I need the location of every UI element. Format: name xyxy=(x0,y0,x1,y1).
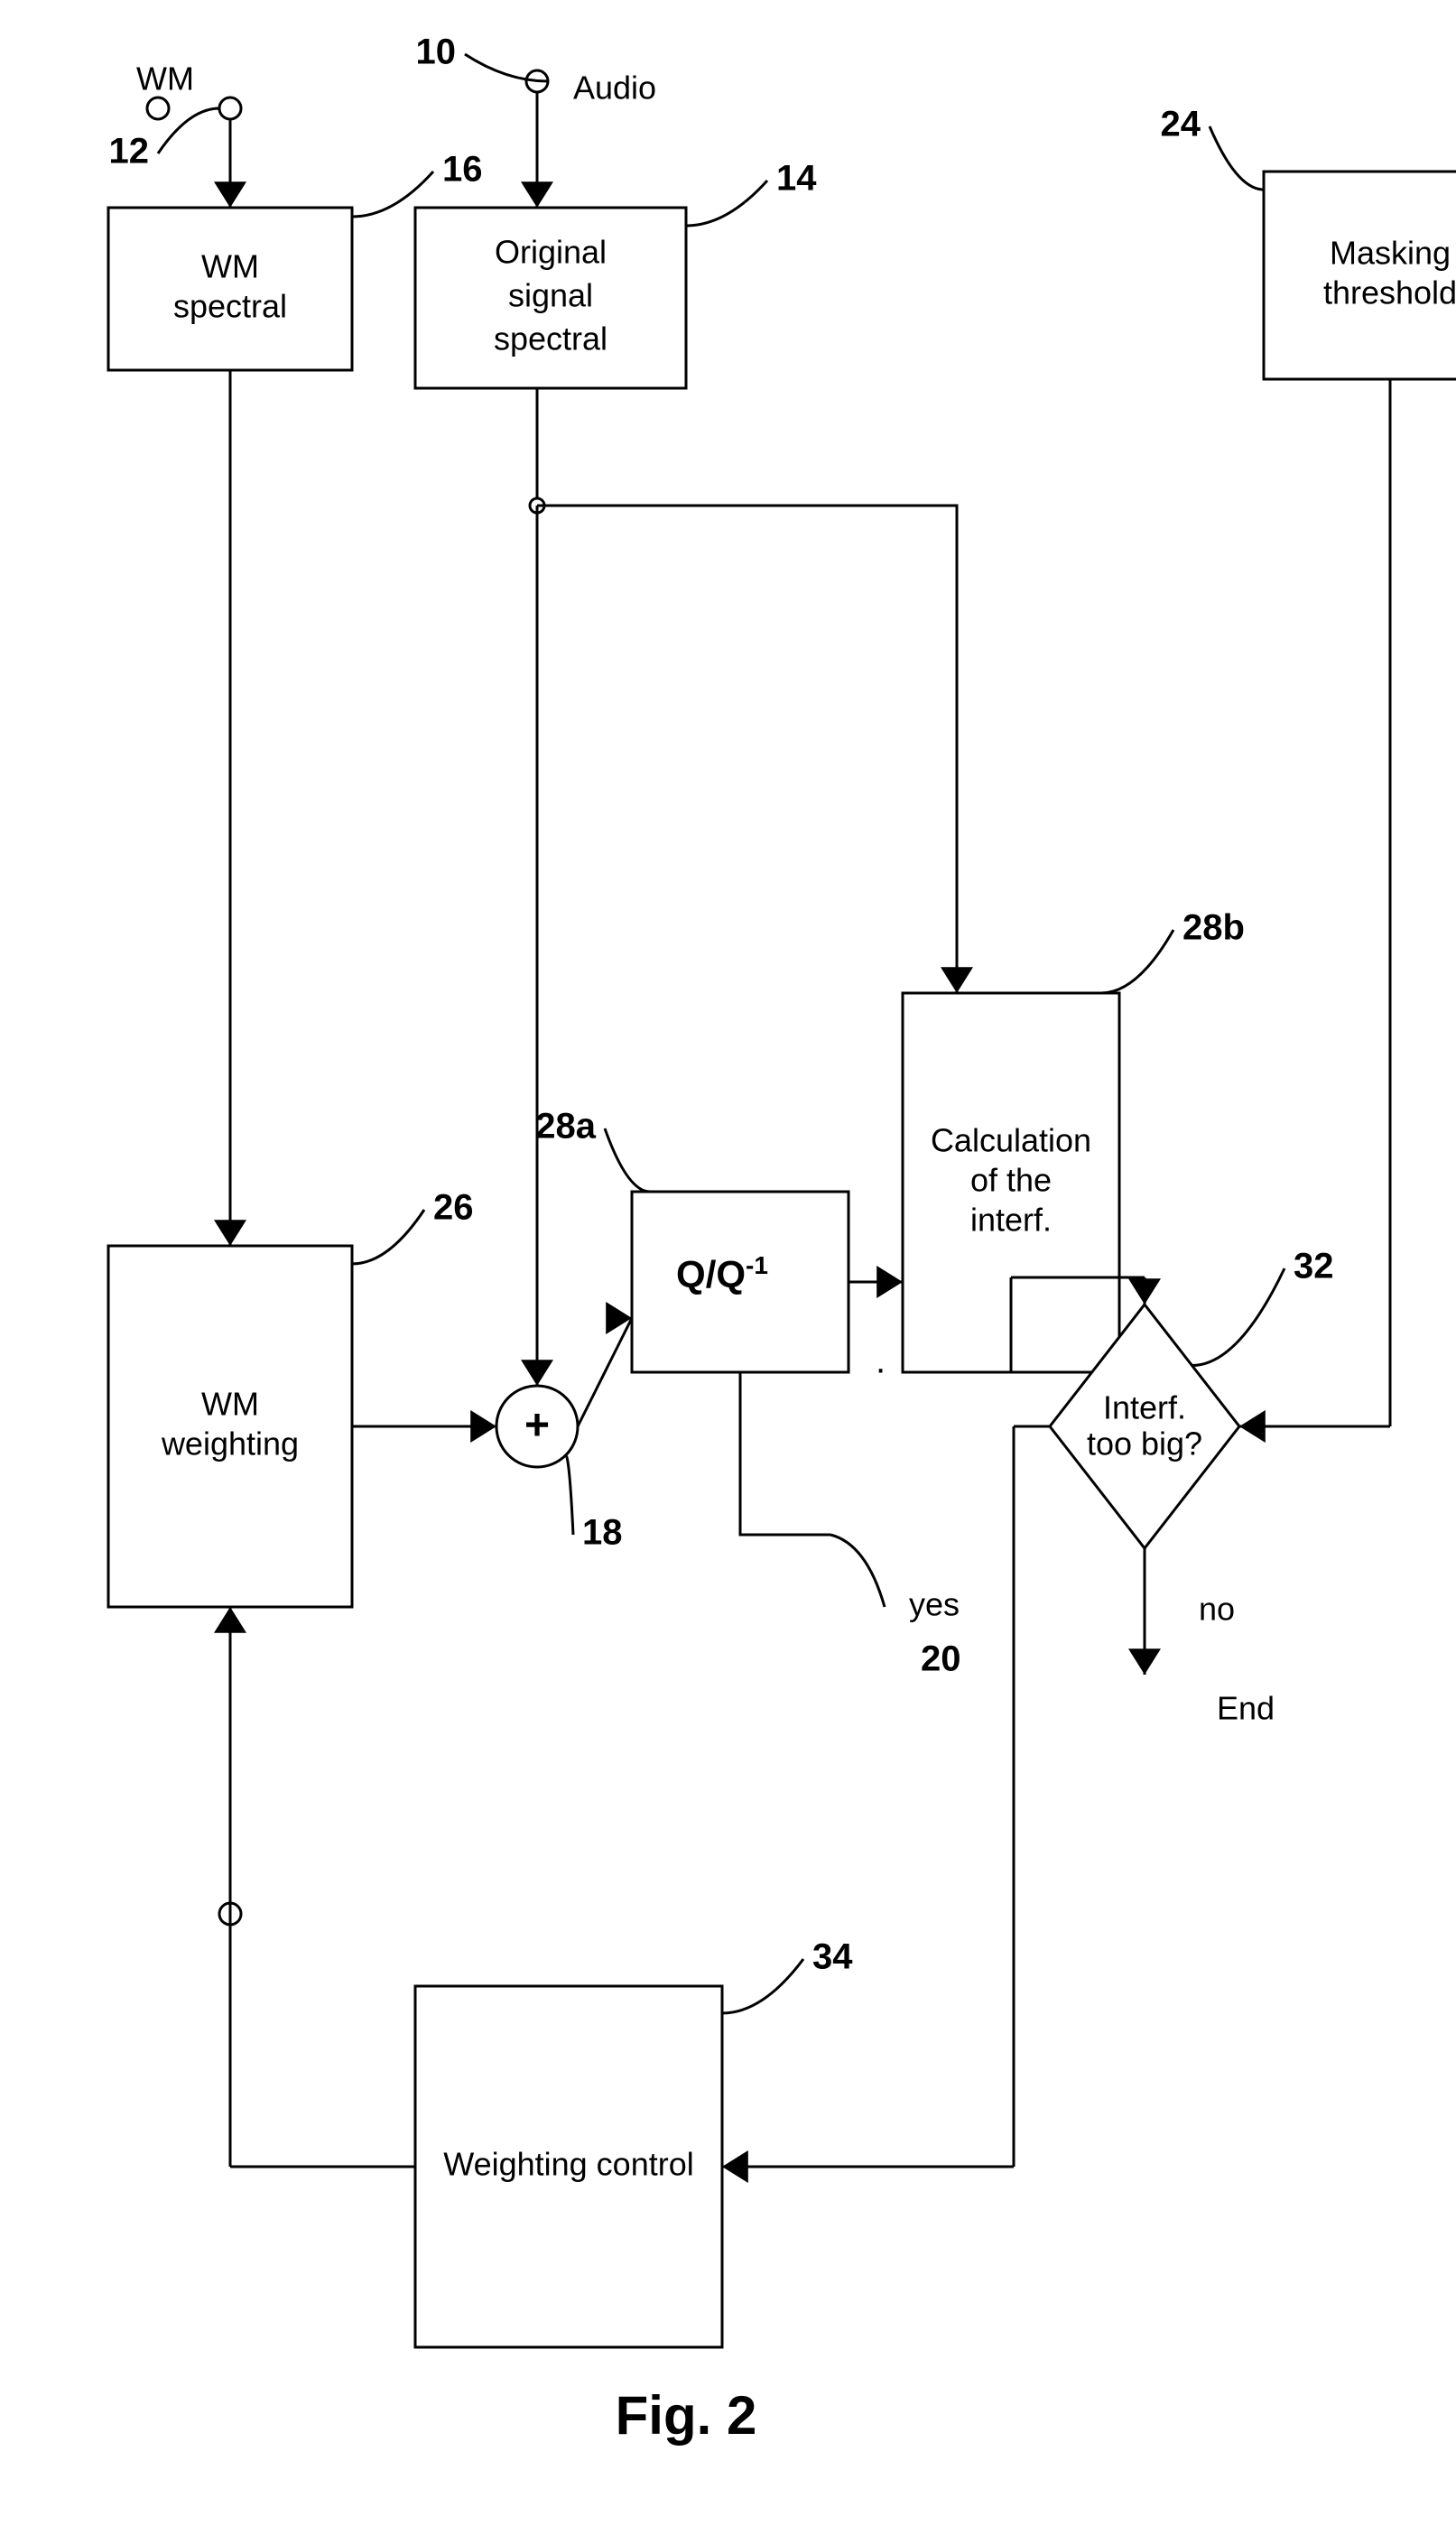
ref-28a: 28a xyxy=(535,1107,596,1147)
calc-line3: interf. xyxy=(970,1202,1052,1239)
ref-12: 12 xyxy=(109,132,150,172)
ref-34: 34 xyxy=(812,1937,853,1977)
decision-yes-label: yes xyxy=(909,1586,960,1623)
ref-10: 10 xyxy=(416,32,457,72)
original-line1: Original xyxy=(495,234,607,271)
wm-spectral-line1: WM xyxy=(201,248,259,285)
flow-diagram: WMspectralOriginalsignalspectralWMweight… xyxy=(0,0,1456,2535)
wm-weighting-line1: WM xyxy=(201,1386,259,1423)
ref-24: 24 xyxy=(1161,105,1201,144)
ref-20: 20 xyxy=(921,1639,961,1679)
ref-26: 26 xyxy=(433,1188,474,1228)
ref-18: 18 xyxy=(582,1513,623,1553)
decision-no-label: no xyxy=(1199,1591,1235,1628)
wm-spectral-line2: spectral xyxy=(173,288,287,325)
original-line2: signal xyxy=(508,277,593,314)
wm-weighting-line2: weighting xyxy=(161,1425,299,1462)
masking-line1: Masking xyxy=(1330,235,1451,272)
ref-28b: 28b xyxy=(1182,908,1245,948)
calc-line2: of the xyxy=(970,1162,1052,1199)
decision-line2: too big? xyxy=(1087,1425,1202,1462)
wm-input-terminal xyxy=(219,98,241,119)
calc-line1: Calculation xyxy=(931,1122,1091,1159)
wm-label: WM xyxy=(136,60,194,98)
decision-end-label: End xyxy=(1217,1690,1275,1727)
weighting-control-label: Weighting control xyxy=(443,2146,694,2183)
ref-16: 16 xyxy=(442,150,483,190)
audio-label: Audio xyxy=(573,70,656,107)
masking-line2: threshold xyxy=(1323,274,1456,311)
ref-14: 14 xyxy=(776,159,817,199)
summer-plus: + xyxy=(524,1402,550,1450)
ref-32: 32 xyxy=(1294,1247,1334,1286)
svg-text:.: . xyxy=(876,1342,886,1381)
original-line3: spectral xyxy=(494,320,607,358)
figure-label: Fig. 2 xyxy=(616,2385,757,2446)
decision-line1: Interf. xyxy=(1103,1389,1186,1426)
